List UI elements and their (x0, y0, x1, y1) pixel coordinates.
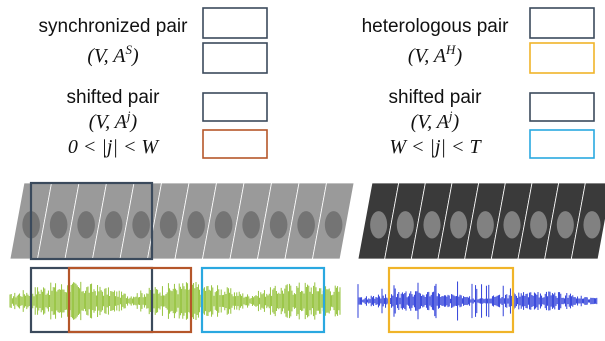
waveform-path (357, 281, 598, 321)
left-video-frames (9, 182, 355, 260)
mouth-shape (530, 211, 548, 239)
mouth-shape (187, 211, 205, 239)
mouth-shape (269, 211, 288, 239)
mouth-shape (159, 211, 178, 239)
left-audio-far-shift-box (200, 266, 326, 334)
shifted-audio-box-left (202, 129, 268, 159)
shifted-video-box-right (529, 92, 595, 122)
mouth-shape (423, 211, 441, 239)
mouth-shape (503, 211, 521, 239)
mouth-shape (104, 211, 123, 239)
mouth-shape (556, 211, 574, 239)
mouth-shape (297, 211, 315, 239)
heterologous-box-2 (529, 42, 595, 74)
shifted-condition-right: W < |j| < T (389, 136, 482, 158)
mouth-shape (450, 211, 468, 239)
synchronized-box-1 (202, 7, 268, 39)
left-video-window-box (29, 181, 154, 261)
synchronized-box-2 (202, 42, 268, 74)
shifted-pair-label-right: shifted pair (389, 87, 483, 108)
right-video-frames (357, 182, 605, 260)
mouth-shape (583, 211, 601, 239)
right-legend: heterologous pair (V, AH) shifted pair (… (362, 7, 595, 159)
mouth-shape (132, 211, 150, 239)
left-legend: synchronized pair (V, AS) shifted pair (… (39, 7, 268, 159)
mouth-shape (214, 211, 233, 239)
mouth-shape (396, 211, 414, 239)
mouth-shape (324, 211, 343, 239)
left-audio-waveform (9, 281, 341, 321)
heterologous-pair-math: (V, AH) (408, 42, 463, 67)
waveform-path (9, 281, 341, 321)
shifted-video-box-left (202, 92, 268, 122)
heterologous-pair-label: heterologous pair (362, 16, 509, 37)
heterologous-box-1 (529, 7, 595, 39)
left-audio-shift-box (67, 266, 193, 334)
mouth-shape (476, 211, 494, 239)
shifted-condition-left: 0 < |j| < W (68, 136, 161, 158)
mouth-shape (242, 211, 260, 239)
right-audio-heterologous-box (387, 266, 515, 334)
shifted-pair-label-left: shifted pair (67, 87, 161, 108)
right-audio-waveform (357, 281, 598, 321)
synchronized-pair-math: (V, AS) (87, 42, 139, 67)
mouth-shape (49, 211, 68, 239)
mouth-shape (77, 211, 95, 239)
shifted-pair-math-right: (V, Aj) (411, 108, 460, 133)
shifted-pair-math-left: (V, Aj) (89, 108, 138, 133)
shifted-audio-box-right (529, 129, 595, 159)
synchronized-pair-label: synchronized pair (39, 16, 189, 37)
mouth-shape (370, 211, 388, 239)
